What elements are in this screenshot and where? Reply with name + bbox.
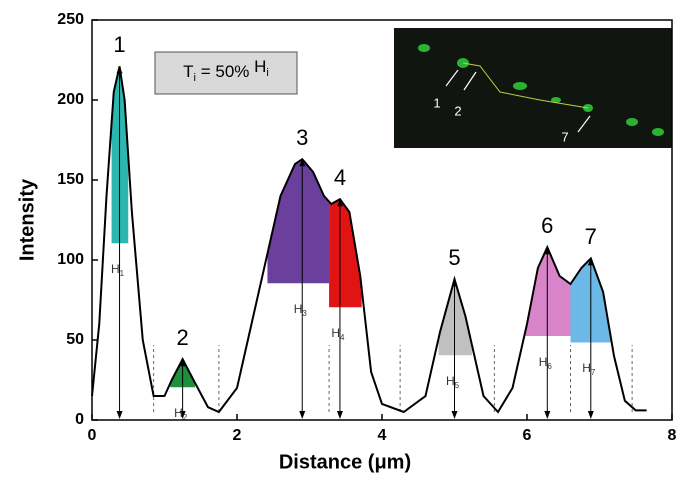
peak-label: 3 [296, 125, 308, 150]
height-label: H6 [539, 355, 553, 371]
arrow-head [336, 199, 343, 207]
inset-image [394, 28, 672, 148]
x-tick-label: 8 [668, 427, 676, 444]
height-label: H1 [111, 262, 125, 278]
arrow-head [587, 258, 594, 266]
y-tick-label: 150 [57, 171, 84, 188]
y-tick-label: 250 [57, 11, 84, 28]
y-tick-label: 100 [57, 251, 84, 268]
height-label: H2 [174, 406, 188, 422]
annotation-subscript: i [194, 72, 196, 84]
height-symbol: H [174, 406, 183, 420]
height-symbol: H [294, 302, 303, 316]
height-symbol: H [582, 361, 591, 375]
half-height-region [267, 159, 330, 284]
annotation-part: H [254, 57, 266, 76]
height-subscript: 6 [547, 362, 552, 371]
inset-spots [418, 44, 664, 136]
height-symbol: H [331, 326, 340, 340]
y-tick-label: 0 [75, 411, 84, 428]
x-tick-label: 6 [523, 427, 532, 444]
height-symbol: H [111, 262, 120, 276]
annotation: Ti = 50% Hi [183, 57, 269, 83]
inset-process [462, 62, 589, 109]
half-height-region [438, 279, 472, 356]
arrow-head [299, 411, 306, 419]
arrow-head [544, 411, 551, 419]
height-subscript: 3 [302, 309, 307, 318]
y-axis-label: Intensity [16, 178, 38, 261]
arrow-head [451, 411, 458, 419]
height-subscript: 2 [183, 413, 188, 422]
peak-label: 2 [177, 325, 189, 350]
annotation-subscript: i [266, 67, 268, 79]
x-axis-label: Distance (μm) [279, 451, 411, 473]
peak-label: 4 [334, 165, 346, 190]
arrow-head [544, 247, 551, 255]
arrow-head [116, 66, 123, 74]
arrow-head [299, 159, 306, 167]
height-label: H3 [294, 302, 308, 318]
x-tick-label: 0 [88, 427, 97, 444]
annotation-part: = 50% [196, 62, 254, 81]
height-symbol: H [539, 355, 548, 369]
peak-label: 7 [585, 224, 597, 249]
y-tick-label: 200 [57, 91, 84, 108]
height-subscript: 7 [591, 368, 596, 377]
height-label: H7 [582, 361, 596, 377]
arrow-head [336, 411, 343, 419]
height-label: H4 [331, 326, 345, 342]
inset-label: 1 [433, 95, 440, 110]
annotation-box [154, 51, 298, 95]
arrow-head [587, 411, 594, 419]
arrow-head [116, 411, 123, 419]
inset-label: 2 [454, 103, 461, 118]
height-subscript: 4 [340, 333, 345, 342]
height-symbol: H [446, 374, 455, 388]
x-tick-label: 2 [233, 427, 242, 444]
y-tick-label: 50 [66, 331, 84, 348]
half-height-region [329, 199, 362, 308]
arrow-head [179, 359, 186, 367]
annotation-part: T [183, 62, 193, 81]
peak-label: 1 [113, 32, 125, 57]
inset-label: 7 [561, 129, 568, 144]
height-subscript: 1 [120, 269, 125, 278]
height-subscript: 5 [455, 381, 460, 390]
height-label: H5 [446, 374, 460, 390]
peak-label: 6 [541, 213, 553, 238]
arrow-head [451, 279, 458, 287]
arrow-head [179, 411, 186, 419]
peak-label: 5 [448, 245, 460, 270]
x-tick-label: 4 [378, 427, 387, 444]
inset-arrows [445, 69, 591, 133]
